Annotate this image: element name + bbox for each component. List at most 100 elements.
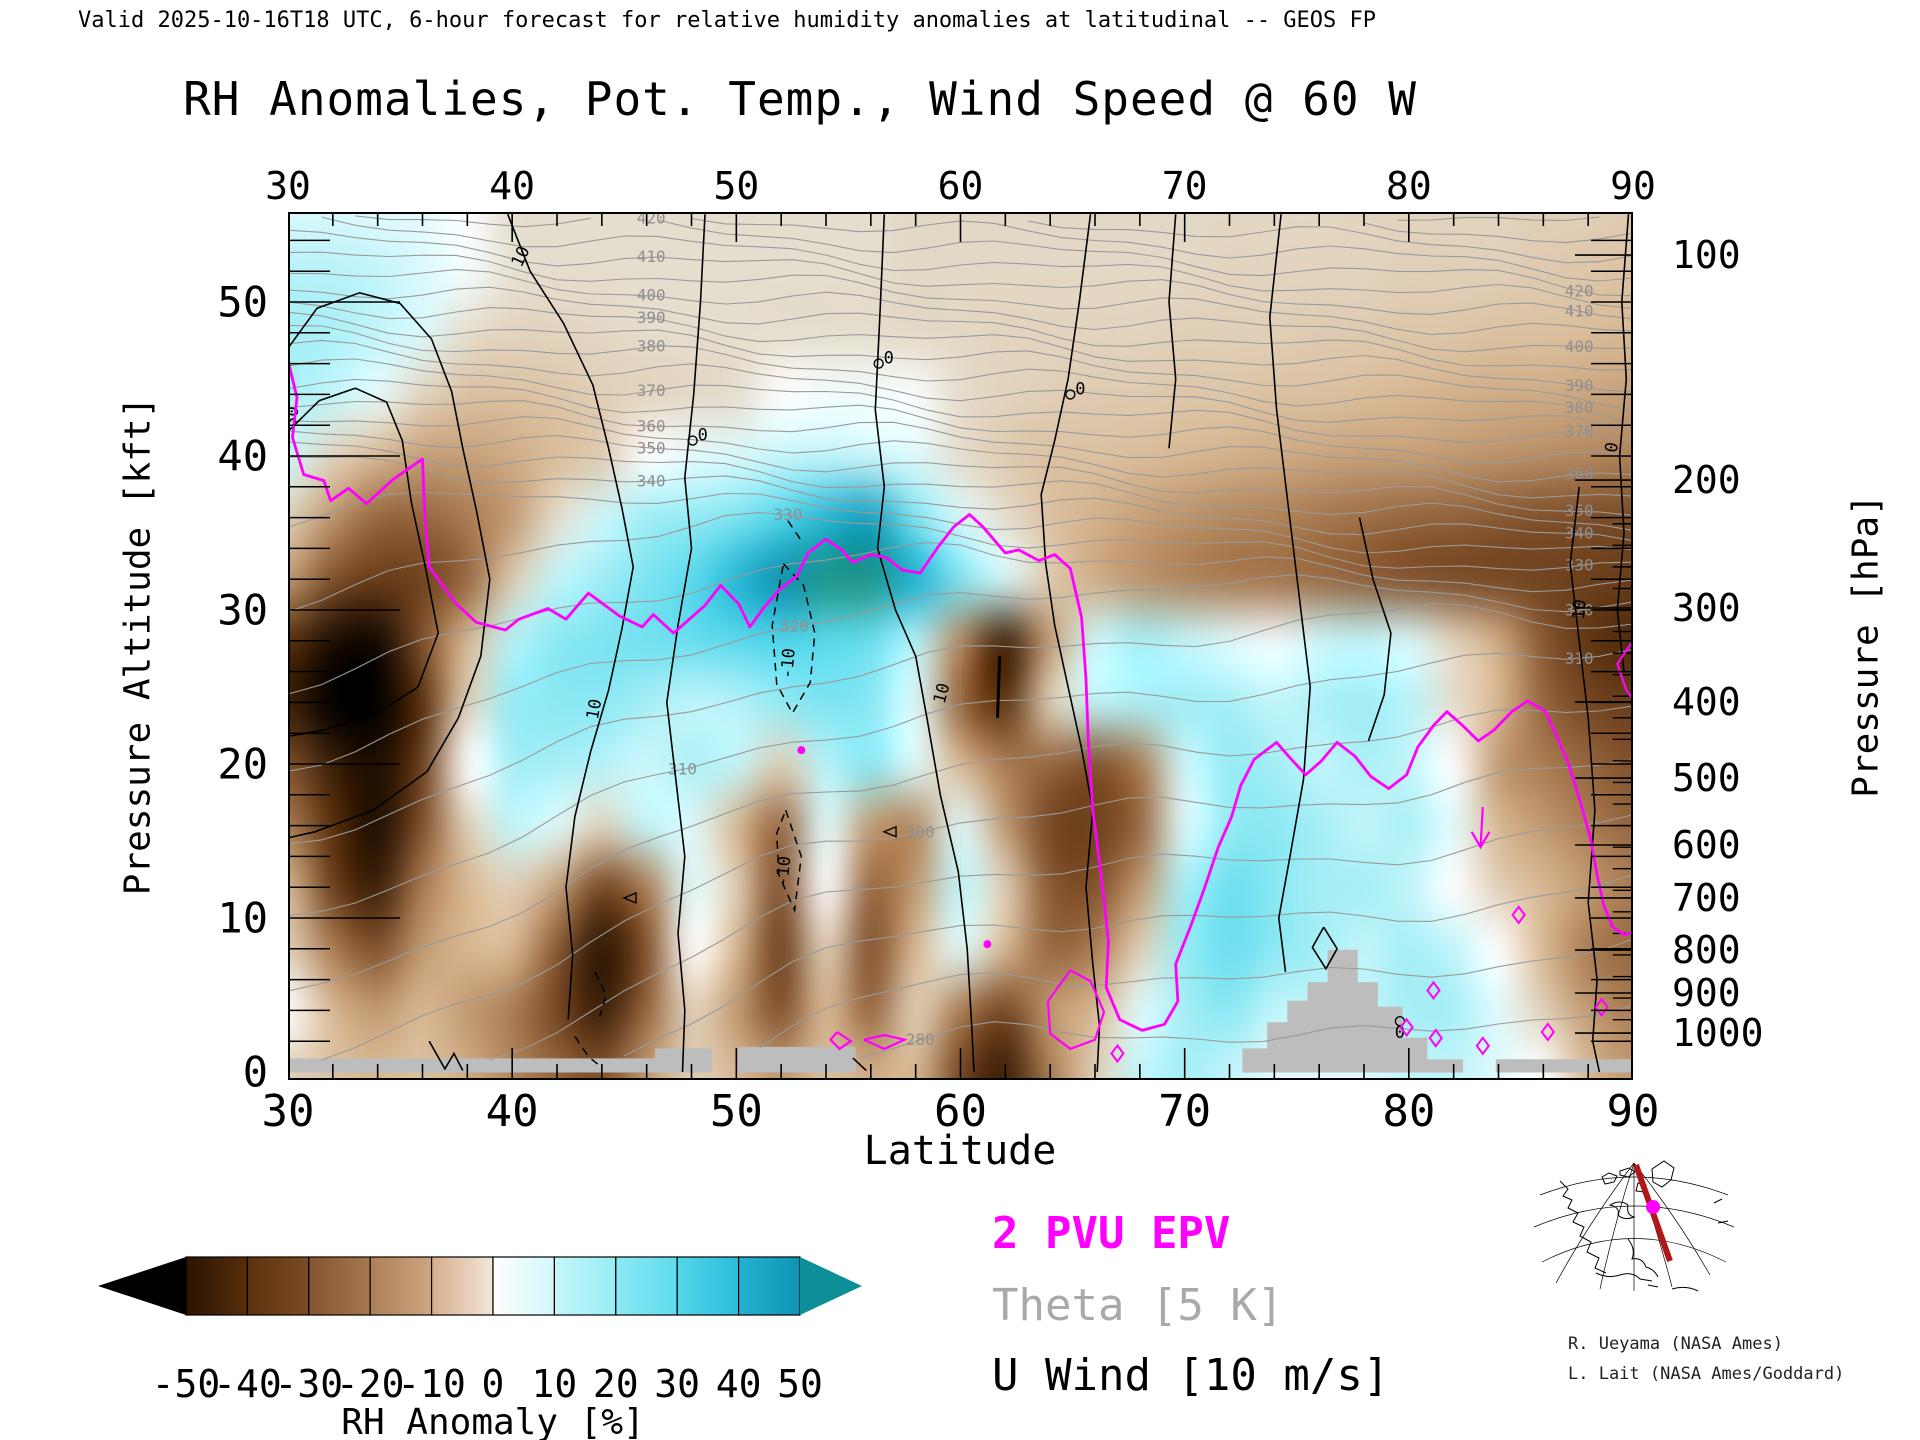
epv-surface-loop	[1470, 807, 1491, 850]
theta-contour-label: 410	[1565, 301, 1594, 320]
theta-contour-label: 300	[906, 822, 935, 841]
theta-contour-label: 350	[1565, 501, 1594, 520]
uwind-triangle-marker	[622, 891, 637, 905]
theta-contour-label: 370	[637, 381, 666, 400]
x-tick-label-bottom: 80	[1382, 1086, 1436, 1137]
theta-contour-label: 410	[637, 247, 666, 266]
pressure-tick-label: 400	[1672, 679, 1741, 724]
uwind-contour-label: -10	[777, 647, 800, 679]
theta-contour	[758, 938, 1633, 1049]
colorbar-segment	[308, 1256, 371, 1316]
theta-contour-label: 320	[1565, 601, 1594, 620]
epv-diamond	[1110, 1043, 1125, 1064]
uwind-contour	[288, 387, 440, 738]
uwind-contour-label: 0	[1075, 379, 1085, 399]
colorbar-tick-label: 40	[715, 1362, 762, 1406]
legend-epv: 2 PVU EPV	[992, 1208, 1231, 1259]
uwind-contour	[1268, 214, 1312, 972]
epv-diamond	[1540, 1022, 1556, 1042]
uwind-contour	[1168, 214, 1177, 449]
epv-surface-loop	[863, 1033, 908, 1051]
y-tick-label-kft: 30	[217, 585, 268, 635]
colorbar-arrow-low	[98, 1257, 186, 1315]
uwind-zero-marker	[1065, 389, 1076, 400]
theta-contour	[288, 286, 1633, 371]
x-tick-label-bottom: 30	[261, 1086, 315, 1137]
theta-contour	[288, 430, 1633, 517]
map-coastline	[1559, 1180, 1607, 1274]
y-tick-label-kft: 0	[242, 1047, 268, 1097]
x-tick-label-top: 90	[1610, 164, 1656, 208]
uwind-zero-marker	[873, 358, 884, 369]
theta-contour-label: 380	[1565, 398, 1594, 417]
theta-contour	[321, 216, 1633, 310]
pressure-tick-label: 300	[1672, 585, 1741, 630]
theta-contour-label: 370	[1565, 422, 1594, 441]
colorbar-tick-label: -50	[151, 1362, 221, 1406]
map-coastline	[1713, 1198, 1723, 1204]
map-coastline	[1608, 1201, 1636, 1220]
theta-contour-label: 400	[637, 286, 666, 305]
uwind-contour	[428, 1040, 464, 1071]
uwind-contour	[996, 656, 1002, 718]
colorbar-segment	[246, 1256, 310, 1316]
epv-diamond	[1426, 980, 1441, 1001]
theta-contour-label: 320	[780, 616, 809, 635]
colorbar-segment	[369, 1256, 433, 1316]
map-coastline	[1619, 1167, 1636, 1178]
x-tick-label-bottom: 60	[934, 1086, 987, 1137]
theta-contour-label: 310	[1565, 649, 1594, 668]
theta-contour	[1027, 220, 1633, 264]
uwind-contour	[288, 291, 491, 839]
theta-contour	[288, 416, 1633, 499]
uwind-contour-label: 0	[698, 426, 708, 446]
map-graticule	[1633, 1162, 1711, 1276]
uwind-contour-negative	[771, 563, 816, 715]
colorbar-segment	[553, 1256, 617, 1316]
uwind-contour	[665, 214, 706, 1073]
y-tick-label-kft: 50	[217, 277, 268, 327]
colorbar-tick-label: -30	[274, 1362, 344, 1406]
theta-contour-label: 390	[637, 308, 666, 327]
theta-contour	[288, 251, 1633, 335]
theta-contour	[288, 301, 1633, 393]
uwind-contour-negative	[574, 1036, 603, 1068]
theta-contour	[321, 759, 1633, 1061]
uwind-contour-label: -10	[773, 855, 796, 887]
epv-diamond	[1594, 997, 1609, 1017]
x-tick-label-top: 40	[489, 164, 536, 208]
y-tick-label-kft: 40	[217, 431, 268, 481]
credit-line-2: L. Lait (NASA Ames/Goddard)	[1568, 1364, 1845, 1384]
legend-uwind: U Wind [10 m/s]	[992, 1350, 1390, 1401]
theta-contour-label: 280	[906, 1030, 935, 1049]
x-tick-label-top: 80	[1385, 164, 1432, 208]
epv-surface-loop	[1046, 968, 1106, 1051]
uwind-contour-label: 10	[583, 697, 606, 721]
theta-contour	[691, 217, 1633, 282]
theta-contour	[288, 311, 1633, 411]
pressure-tick-label: 700	[1672, 875, 1741, 920]
map-coastline	[1627, 1238, 1659, 1278]
uwind-contour	[1569, 486, 1601, 1073]
theta-contour	[288, 541, 1633, 695]
theta-contour	[624, 873, 1633, 1057]
x-tick-label-top: 70	[1161, 164, 1208, 208]
y-tick-label-kft: 10	[217, 893, 268, 943]
epv-surface-loop	[1616, 640, 1633, 700]
theta-contour	[859, 1004, 1633, 1059]
epv-tropopause-line	[288, 360, 1633, 1032]
theta-contour	[355, 215, 1633, 297]
colorbar-segment	[737, 1256, 801, 1316]
x-tick-label-top: 60	[937, 164, 984, 208]
uwind-zero-marker	[687, 435, 698, 446]
theta-contour	[288, 229, 1633, 320]
theta-contour-label: 340	[637, 472, 666, 491]
theta-contour	[288, 400, 1633, 483]
colorbar-segment	[185, 1256, 249, 1316]
map-coastline	[1647, 1284, 1659, 1288]
theta-contour	[288, 441, 1633, 531]
map-coastline	[1717, 1220, 1729, 1224]
map-coastline	[1671, 1286, 1699, 1292]
colorbar-segment	[615, 1256, 678, 1316]
theta-contour	[288, 358, 1633, 444]
